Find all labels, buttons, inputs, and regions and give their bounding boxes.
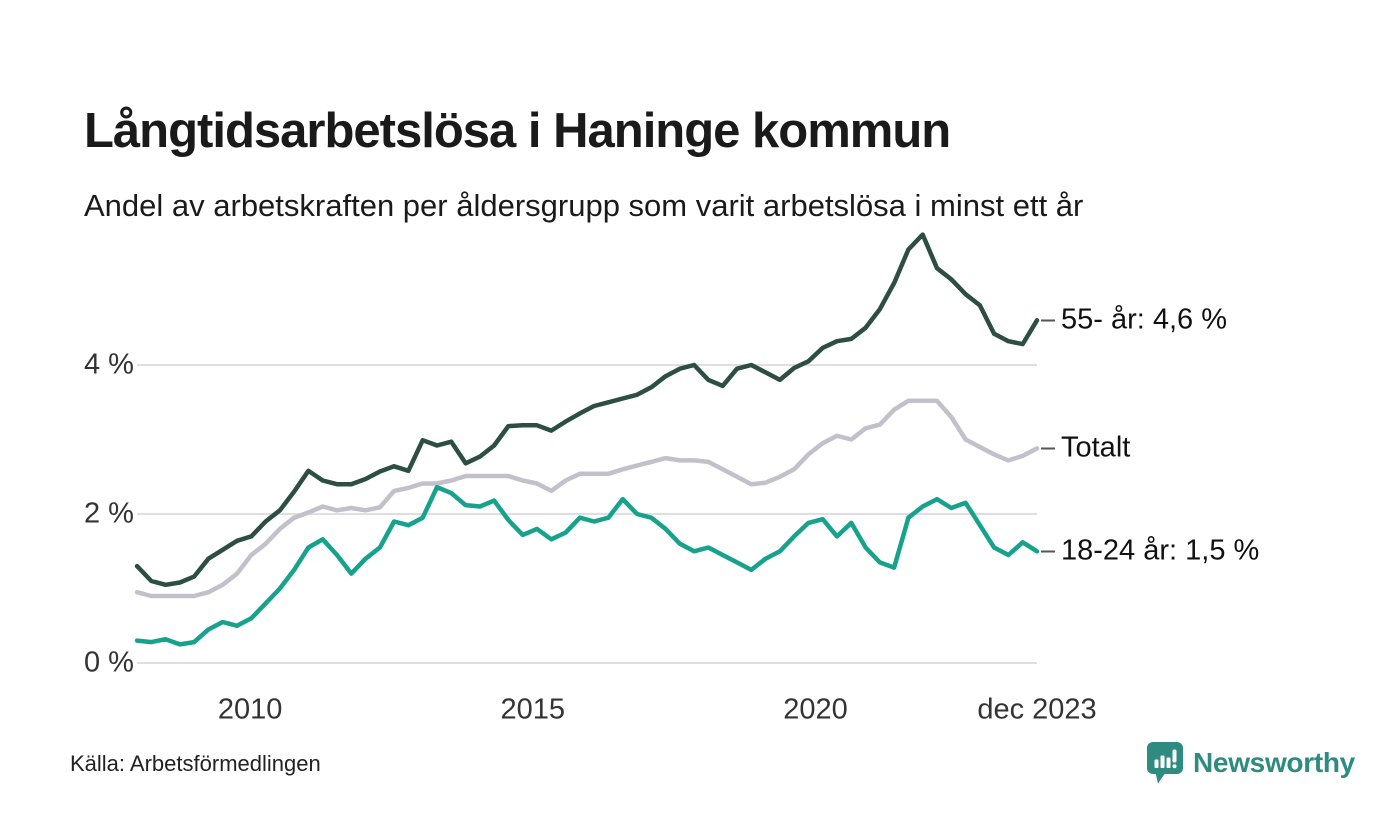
source-text: Källa: Arbetsförmedlingen: [70, 751, 321, 776]
newsworthy-logo: Newsworthy: [1146, 741, 1355, 784]
series-label-18-24-text: 18-24 år: 1,5 %: [1061, 534, 1260, 567]
x-axis-label-2015: 2015: [500, 693, 566, 726]
series-label-18-24: 18-24 år: 1,5 %: [1041, 535, 1259, 568]
y-axis-label-0pct: 0 %: [84, 646, 134, 679]
x-axis-label-2010: 2010: [217, 693, 283, 726]
x-axis-label-dec-2023: dec 2023: [977, 693, 1097, 726]
page-title: Långtidsarbetslösa i Haninge kommun: [84, 103, 951, 158]
series-line-18-24-r: [134, 484, 1040, 647]
x-axis-label-2020: 2020: [783, 693, 848, 726]
series-label-totalt-text: Totalt: [1061, 431, 1131, 464]
series-label-55plus: 55- år: 4,6 %: [1041, 304, 1227, 337]
y-axis-label-2pct: 2 %: [84, 497, 134, 530]
series-line-55-r: [134, 232, 1040, 588]
series-label-55plus-text: 55- år: 4,6 %: [1061, 303, 1228, 336]
label-tick-dash: [1041, 550, 1055, 553]
newsworthy-icon: [1147, 742, 1183, 784]
series-label-totalt: Totalt: [1041, 432, 1130, 465]
label-tick-dash: [1041, 447, 1055, 450]
series-line-Totalt: [134, 398, 1040, 599]
page-subtitle: Andel av arbetskraften per åldersgrupp s…: [84, 188, 1084, 223]
brand-name: Newsworthy: [1193, 746, 1355, 778]
label-tick-dash: [1041, 319, 1055, 322]
y-axis-label-4pct: 4 %: [84, 348, 134, 381]
